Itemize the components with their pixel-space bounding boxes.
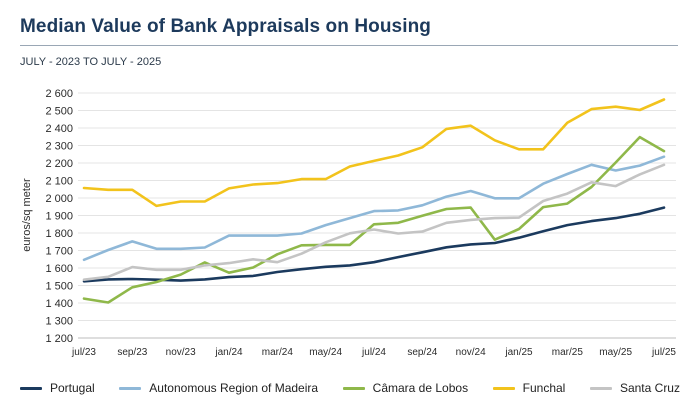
x-tick-label: nov/24	[456, 347, 486, 358]
legend-item-funchal: Funchal	[492, 381, 566, 395]
x-tick-label: jan/24	[214, 347, 243, 358]
legend-item-autonomous-region-of-madeira: Autonomous Region of Madeira	[119, 381, 318, 395]
y-axis-ticks: 1 200 1 300 1 400 1 500 1 600 1 700 1 800 1 900…	[45, 88, 73, 345]
x-tick-label: may/25	[599, 347, 632, 358]
y-tick-label: 2 600	[45, 88, 73, 100]
y-tick-label: 1 200	[45, 333, 73, 345]
legend-swatch	[492, 386, 515, 390]
x-tick-label: may/24	[309, 347, 342, 358]
legend-label: Câmara de Lobos	[372, 381, 469, 395]
x-tick-label: sep/23	[117, 347, 147, 358]
x-tick-label: jul/25	[651, 347, 676, 358]
y-tick-label: 2 200	[45, 158, 73, 170]
legend-swatch	[20, 386, 42, 390]
x-tick-label: sep/24	[407, 347, 437, 358]
chart-subtitle: JULY - 2023 TO JULY - 2025	[20, 56, 162, 68]
y-tick-label: 2 000	[45, 193, 73, 205]
legend-item-portugal: Portugal	[20, 381, 95, 395]
legend: Portugal Autonomous Region of Madeira Câma…	[20, 381, 680, 395]
series-lines	[82, 98, 666, 304]
y-tick-label: 2 100	[45, 176, 73, 188]
x-tick-label: mar/24	[262, 347, 294, 358]
legend-item-santa-cruz: Santa Cruz	[589, 381, 680, 395]
y-tick-label: 1 500	[45, 281, 73, 293]
series-line-funchal	[82, 98, 666, 208]
y-tick-label: 1 700	[45, 246, 73, 258]
x-tick-label: nov/23	[166, 347, 196, 358]
legend-swatch	[589, 386, 612, 390]
y-tick-label: 1 900	[45, 211, 73, 223]
y-tick-label: 2 500	[45, 106, 73, 118]
series-line-portugal	[82, 206, 666, 283]
legend-swatch	[342, 386, 365, 390]
series-line-autonomous-region-of-madeira	[82, 155, 666, 262]
legend-label: Autonomous Region of Madeira	[149, 381, 319, 395]
y-tick-label: 1 400	[45, 298, 73, 310]
x-tick-label: jul/23	[71, 347, 96, 358]
y-tick-label: 2 300	[45, 141, 73, 153]
legend-label: Funchal	[522, 381, 566, 395]
x-tick-label: jul/24	[361, 347, 386, 358]
chart-title: Median Value of Bank Appraisals on Housi…	[20, 16, 432, 37]
line-chart: 1 200 1 300 1 400 1 500 1 600 1 700 1 800 1 900…	[21, 88, 676, 358]
x-tick-label: jan/25	[504, 347, 533, 358]
legend-label: Portugal	[50, 381, 95, 395]
legend-swatch	[119, 386, 142, 390]
gridlines	[78, 92, 676, 339]
title-divider	[20, 45, 678, 46]
series-line-camara-de-lobos	[82, 135, 666, 304]
y-tick-label: 2 400	[45, 123, 73, 135]
legend-item-camara-de-lobos: Câmara de Lobos	[342, 381, 469, 395]
y-tick-label: 1 800	[45, 228, 73, 240]
series-line-santa-cruz	[82, 163, 666, 282]
y-tick-label: 1 300	[45, 316, 73, 328]
x-tick-label: mar/25	[552, 347, 584, 358]
x-axis-ticks: jul/23 sep/23 nov/23 jan/24 mar/24 may/24 jul/…	[71, 347, 676, 358]
y-axis-label: euros/sq meter	[21, 178, 33, 252]
legend-label: Santa Cruz	[619, 381, 680, 395]
y-tick-label: 1 600	[45, 263, 73, 275]
